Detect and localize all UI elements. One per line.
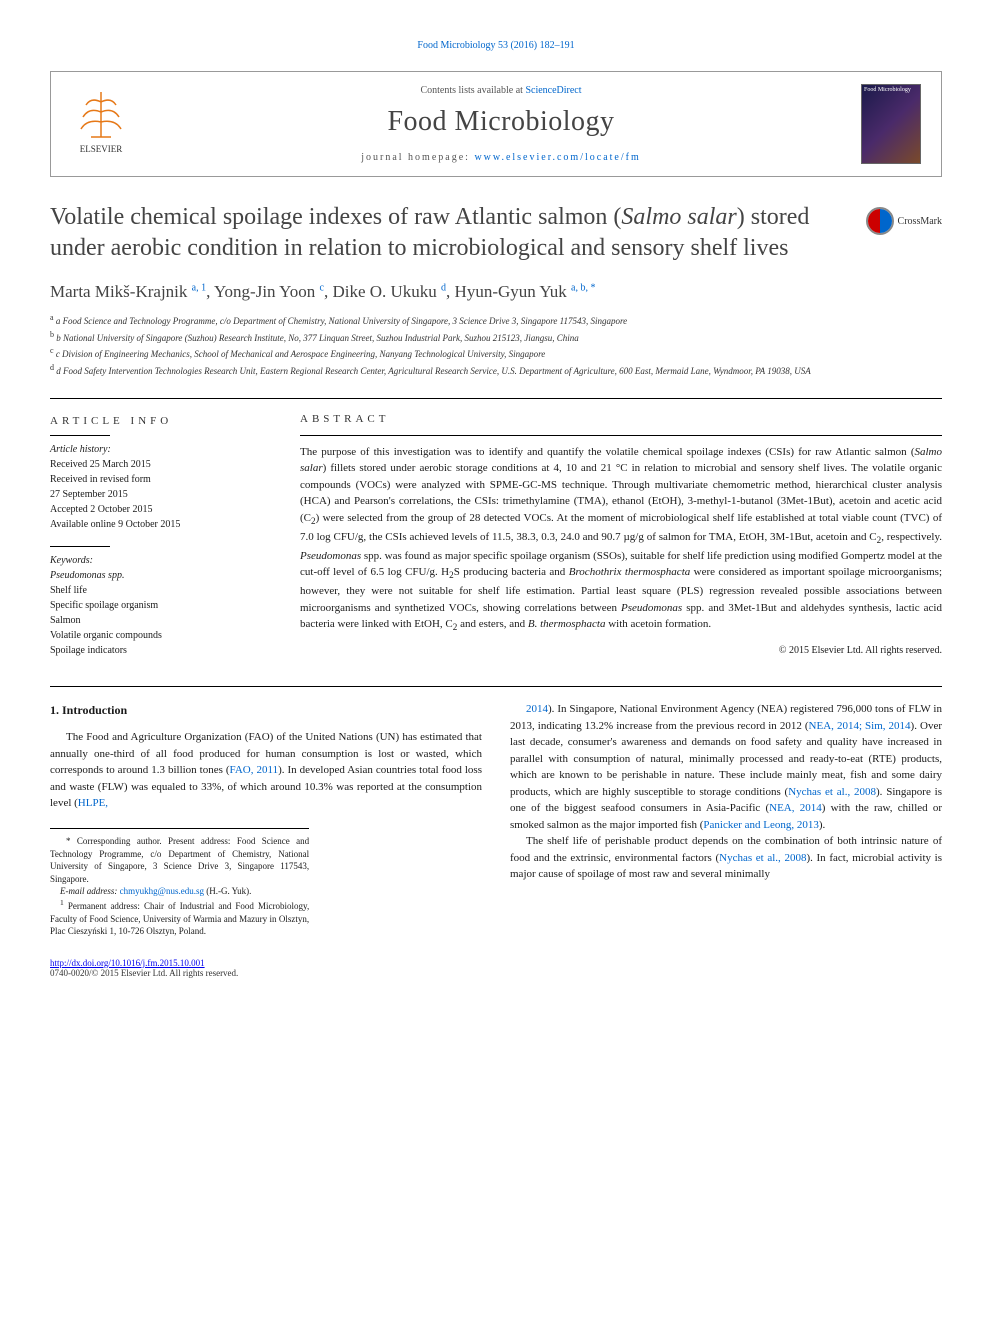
permanent-address-note: 1 Permanent address: Chair of Industrial… bbox=[50, 898, 309, 938]
history-online: Available online 9 October 2015 bbox=[50, 519, 180, 530]
journal-cover-thumbnail bbox=[861, 84, 921, 164]
abstract-section: ABSTRACT The purpose of this investigati… bbox=[300, 413, 942, 659]
section-heading-intro: 1. Introduction bbox=[50, 701, 482, 719]
history-revised-date: 27 September 2015 bbox=[50, 489, 128, 500]
affiliation-d: d d Food Safety Intervention Technologie… bbox=[50, 362, 942, 378]
author-list: Marta Mikš-Krajnik a, 1, Yong-Jin Yoon c… bbox=[50, 282, 942, 302]
running-header: Food Microbiology 53 (2016) 182–191 bbox=[50, 40, 942, 51]
abstract-heading: ABSTRACT bbox=[300, 413, 942, 425]
keywords-label: Keywords: bbox=[50, 555, 93, 566]
keyword-4: Volatile organic compounds bbox=[50, 630, 162, 641]
corresponding-author-note: * Corresponding author. Present address:… bbox=[50, 835, 309, 885]
column-left: 1. Introduction The Food and Agriculture… bbox=[50, 701, 482, 937]
svg-text:ELSEVIER: ELSEVIER bbox=[80, 144, 123, 154]
crossmark-icon bbox=[866, 207, 894, 235]
citation-link[interactable]: Food Microbiology 53 (2016) 182–191 bbox=[417, 40, 574, 51]
intro-paragraph-1-cont: 2014). In Singapore, National Environmen… bbox=[510, 701, 942, 833]
divider bbox=[50, 686, 942, 687]
article-history-label: Article history: bbox=[50, 444, 111, 455]
journal-header-box: ELSEVIER Contents lists available at Sci… bbox=[50, 71, 942, 177]
affiliation-b: b b National University of Singapore (Su… bbox=[50, 329, 942, 345]
affiliation-a: a a Food Science and Technology Programm… bbox=[50, 312, 942, 328]
history-received: Received 25 March 2015 bbox=[50, 459, 151, 470]
elsevier-tree-icon: ELSEVIER bbox=[71, 87, 131, 157]
journal-homepage-line: journal homepage: www.elsevier.com/locat… bbox=[141, 152, 861, 163]
article-info-sidebar: ARTICLE INFO Article history: Received 2… bbox=[50, 413, 270, 659]
keyword-1: Shelf life bbox=[50, 585, 87, 596]
journal-name: Food Microbiology bbox=[141, 106, 861, 138]
affiliations: a a Food Science and Technology Programm… bbox=[50, 312, 942, 378]
footnotes: * Corresponding author. Present address:… bbox=[50, 828, 309, 938]
elsevier-logo: ELSEVIER bbox=[71, 87, 141, 162]
history-accepted: Accepted 2 October 2015 bbox=[50, 504, 152, 515]
crossmark-label: CrossMark bbox=[898, 216, 942, 227]
intro-paragraph-2: The shelf life of perishable product dep… bbox=[510, 833, 942, 883]
intro-paragraph-1: The Food and Agriculture Organization (F… bbox=[50, 729, 482, 812]
affiliation-c: c c Division of Engineering Mechanics, S… bbox=[50, 345, 942, 361]
body-text: 1. Introduction The Food and Agriculture… bbox=[50, 701, 942, 937]
keyword-2: Specific spoilage organism bbox=[50, 600, 158, 611]
contents-available-line: Contents lists available at ScienceDirec… bbox=[141, 85, 861, 96]
doi-footer: http://dx.doi.org/10.1016/j.fm.2015.10.0… bbox=[50, 958, 942, 968]
abstract-copyright: © 2015 Elsevier Ltd. All rights reserved… bbox=[300, 645, 942, 656]
journal-homepage-link[interactable]: www.elsevier.com/locate/fm bbox=[474, 152, 640, 163]
email-link[interactable]: chmyukhg@nus.edu.sg bbox=[120, 886, 204, 896]
issn-copyright: 0740-0020/© 2015 Elsevier Ltd. All right… bbox=[50, 968, 942, 978]
keyword-0: Pseudomonas spp. bbox=[50, 570, 124, 581]
article-info-heading: ARTICLE INFO bbox=[50, 413, 270, 430]
sciencedirect-link[interactable]: ScienceDirect bbox=[525, 85, 581, 96]
divider bbox=[50, 398, 942, 399]
keyword-3: Salmon bbox=[50, 615, 81, 626]
abstract-text: The purpose of this investigation was to… bbox=[300, 444, 942, 635]
crossmark-badge[interactable]: CrossMark bbox=[866, 207, 942, 235]
doi-link[interactable]: http://dx.doi.org/10.1016/j.fm.2015.10.0… bbox=[50, 958, 205, 968]
email-note: E-mail address: chmyukhg@nus.edu.sg (H.-… bbox=[50, 885, 309, 898]
keyword-5: Spoilage indicators bbox=[50, 645, 127, 656]
article-title: Volatile chemical spoilage indexes of ra… bbox=[50, 202, 942, 264]
column-right: 2014). In Singapore, National Environmen… bbox=[510, 701, 942, 937]
history-revised: Received in revised form bbox=[50, 474, 151, 485]
